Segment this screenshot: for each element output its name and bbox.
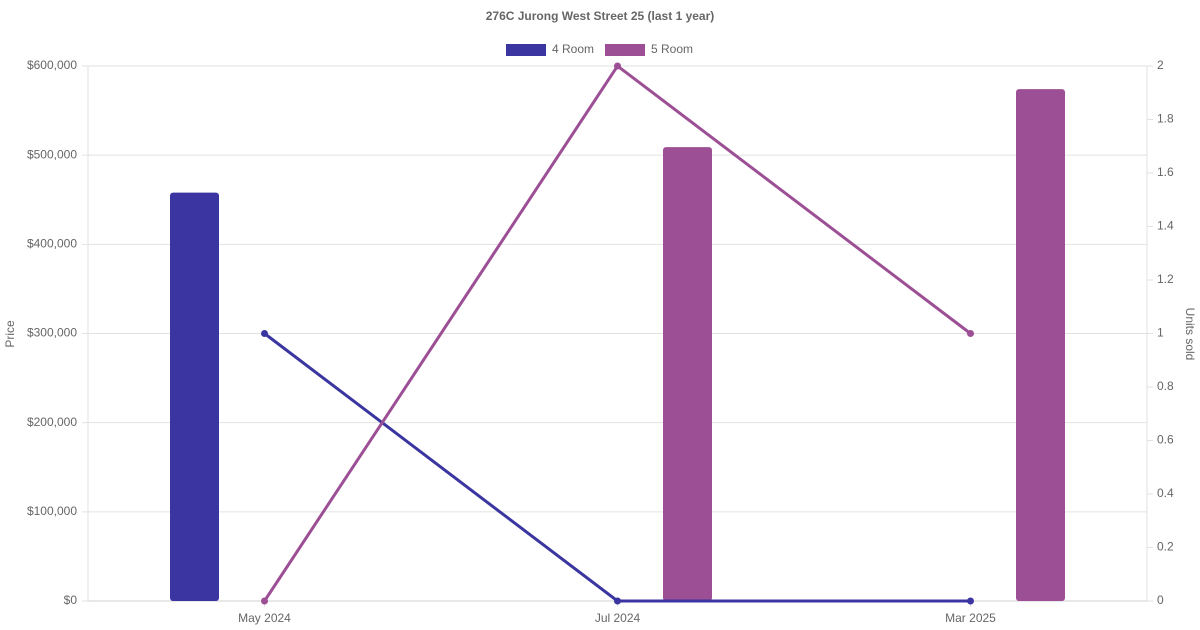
- chart-title: 276C Jurong West Street 25 (last 1 year): [486, 9, 715, 23]
- x-tick-label: Mar 2025: [945, 611, 996, 625]
- y2-tick-label: 2: [1157, 58, 1164, 72]
- point: [967, 330, 974, 337]
- y-tick-label: $500,000: [27, 147, 77, 161]
- y-tick-label: $0: [64, 593, 78, 607]
- y-tick-label: $300,000: [27, 326, 77, 340]
- bar: [1016, 89, 1065, 601]
- point: [261, 330, 268, 337]
- point: [967, 597, 974, 605]
- line: [263, 332, 971, 603]
- y2-axis-title: Units sold: [1183, 308, 1197, 361]
- bar: [170, 192, 219, 601]
- y2-tick-label: 1.4: [1157, 219, 1174, 233]
- y-tick-label: $600,000: [27, 58, 77, 72]
- y2-tick-label: 1: [1157, 326, 1164, 340]
- y-tick-label: $100,000: [27, 504, 77, 518]
- y-tick-label: $200,000: [27, 415, 77, 429]
- y2-tick-label: 1.2: [1157, 272, 1174, 286]
- point: [614, 597, 621, 605]
- y2-tick-label: 1.8: [1157, 112, 1174, 126]
- y2-tick-label: 0.8: [1157, 379, 1174, 393]
- point: [261, 597, 268, 605]
- y2-tick-label: 1.6: [1157, 165, 1174, 179]
- point: [614, 62, 621, 70]
- y-axis-title: Price: [3, 320, 17, 348]
- bar: [663, 147, 712, 601]
- y2-tick-label: 0: [1157, 593, 1164, 607]
- y2-tick-label: 0.6: [1157, 433, 1174, 447]
- y-tick-label: $400,000: [27, 237, 77, 251]
- x-tick-label: Jul 2024: [595, 611, 641, 625]
- x-tick-label: May 2024: [238, 611, 291, 625]
- legend-label: 5 Room: [651, 42, 693, 56]
- y2-tick-label: 0.4: [1157, 486, 1174, 500]
- legend-swatch: [506, 44, 546, 56]
- legend-swatch: [605, 44, 645, 56]
- y2-tick-label: 0.2: [1157, 540, 1174, 554]
- legend-label: 4 Room: [552, 42, 594, 56]
